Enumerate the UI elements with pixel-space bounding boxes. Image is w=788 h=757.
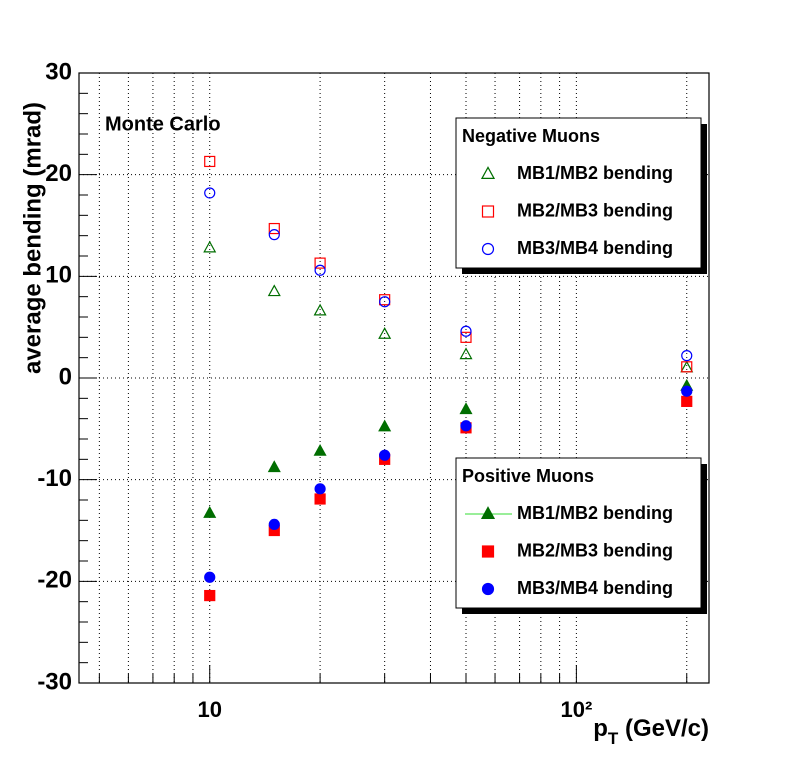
- annotation: Monte Carlo: [105, 113, 221, 135]
- x-axis-label: pT (GeV/c): [593, 715, 709, 748]
- marker-triangle: [459, 402, 473, 415]
- legend-box: [455, 457, 702, 609]
- plot-frame: [78, 72, 710, 684]
- marker-triangle: [313, 443, 327, 456]
- y-tick-label: 30: [45, 58, 72, 85]
- legend-title: Positive Muons: [462, 466, 594, 486]
- x-label-p: p: [593, 715, 608, 742]
- marker-circle: [379, 296, 391, 308]
- y-tick-label: 10: [45, 262, 72, 289]
- marker-circle: [314, 483, 326, 495]
- marker-triangle: [378, 327, 392, 339]
- legend-label: MB3/MB4 bending: [517, 578, 673, 598]
- legend-label: MB1/MB2 bending: [517, 163, 673, 183]
- legend-label: MB2/MB3 bending: [517, 200, 673, 220]
- marker-circle: [460, 325, 472, 337]
- marker-triangle: [267, 460, 281, 473]
- legend-box: [455, 117, 702, 269]
- marker-square: [204, 589, 216, 602]
- marker-circle: [481, 582, 495, 596]
- marker-triangle: [480, 166, 496, 179]
- marker-square: [314, 493, 326, 505]
- marker-circle: [204, 571, 216, 583]
- marker-triangle: [267, 284, 281, 297]
- x-label-sub: T: [608, 729, 619, 748]
- marker-triangle: [313, 303, 327, 316]
- marker-circle: [314, 264, 326, 276]
- marker-circle: [481, 242, 495, 256]
- marker-square: [204, 155, 216, 168]
- marker-triangle: [378, 419, 392, 432]
- marker-circle: [681, 350, 693, 362]
- marker-triangle: [203, 240, 217, 253]
- legend-label: MB1/MB2 bending: [517, 503, 673, 523]
- y-tick-label: -20: [37, 567, 72, 594]
- legend-title: Negative Muons: [462, 126, 600, 146]
- marker-triangle: [480, 506, 496, 520]
- x-label-unit: (GeV/c): [618, 715, 709, 742]
- marker-square: [314, 257, 326, 269]
- y-tick-label: 0: [59, 363, 72, 390]
- marker-circle: [681, 385, 693, 397]
- marker-triangle: [680, 360, 694, 373]
- marker-square: [460, 331, 472, 343]
- marker-circle: [379, 449, 391, 461]
- y-tick-label: -30: [37, 668, 72, 695]
- marker-triangle: [203, 505, 217, 518]
- marker-circle: [268, 229, 280, 241]
- marker-triangle: [459, 347, 473, 360]
- x-tick-label: 10²: [560, 697, 592, 722]
- marker-circle: [460, 420, 472, 432]
- marker-circle: [204, 187, 216, 199]
- marker-square: [681, 361, 693, 373]
- marker-square: [681, 395, 693, 407]
- x-tick-label: 10: [197, 697, 221, 722]
- y-tick-label: 20: [45, 160, 72, 187]
- marker-square: [481, 545, 495, 558]
- y-axis-label: average bending (mrad): [19, 102, 46, 374]
- marker-square: [481, 205, 495, 218]
- y-tick-label: -10: [37, 465, 72, 492]
- legend-label: MB3/MB4 bending: [517, 238, 673, 258]
- marker-circle: [268, 518, 280, 531]
- legend-label: MB2/MB3 bending: [517, 540, 673, 560]
- marker-square: [268, 222, 280, 235]
